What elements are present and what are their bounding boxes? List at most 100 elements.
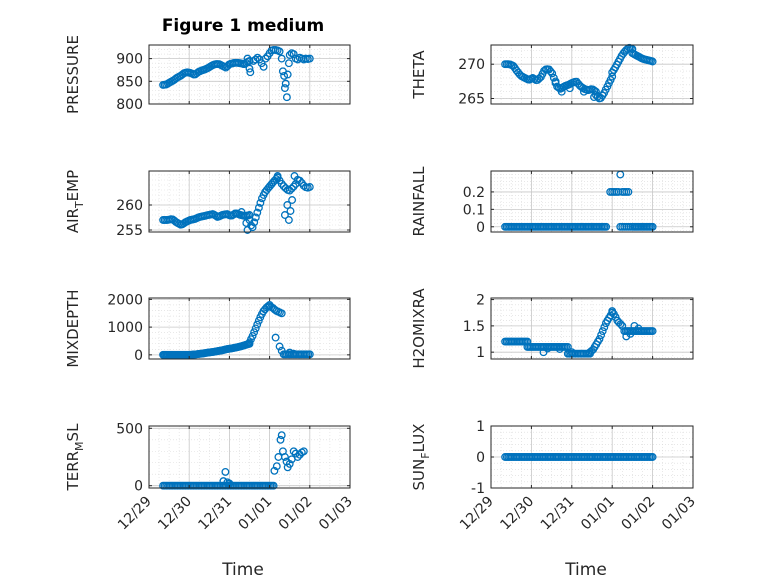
- data-point: [281, 79, 290, 88]
- panel-air-temp: 255 260 AIRTEMP: [64, 170, 351, 239]
- data-point: [305, 54, 314, 63]
- data-point: [277, 54, 286, 63]
- y-tick-label: 0: [476, 450, 485, 466]
- y-axis-label-rest: SL: [64, 423, 82, 442]
- data-point: [261, 54, 270, 63]
- y-tick-label: 1.5: [463, 319, 485, 335]
- data-point: [567, 348, 576, 357]
- data-point: [284, 59, 293, 68]
- y-tick-label: 0.1: [463, 202, 485, 218]
- data-point: [246, 68, 255, 77]
- data-point: [277, 309, 286, 318]
- data-point: [280, 211, 289, 219]
- x-axis-label-right: Time: [564, 560, 607, 580]
- data-point: [626, 329, 635, 338]
- axes-box: [148, 297, 351, 360]
- figure-title: Figure 1 medium: [162, 16, 324, 36]
- data-point: [275, 342, 284, 351]
- axes-box: [490, 297, 694, 360]
- data-point: [280, 84, 289, 93]
- y-axis-label-subscript: T: [73, 201, 86, 209]
- y-axis-label-subscript: F: [419, 452, 432, 458]
- data-point: [254, 203, 263, 212]
- data-point: [283, 70, 292, 79]
- data-point: [286, 207, 295, 215]
- y-axis-label: SUNFLUX: [410, 424, 432, 491]
- data-point: [282, 93, 291, 102]
- data-point: [253, 208, 262, 217]
- y-axis-label: MIXDEPTH: [64, 289, 82, 367]
- y-tick-label: 270: [458, 57, 485, 73]
- data-point: [600, 323, 609, 332]
- y-tick-label: 1000: [107, 320, 143, 336]
- axes-box: [490, 170, 694, 233]
- data-point: [251, 55, 260, 64]
- data-point: [285, 186, 294, 195]
- data-point: [597, 331, 606, 340]
- data-point: [648, 57, 657, 66]
- data-point: [245, 64, 254, 73]
- data-point: [602, 222, 611, 231]
- panel-pressure: 800 850 900 PRESSURE: [64, 35, 351, 114]
- data-point: [250, 328, 259, 337]
- y-axis-label-subscript: M: [73, 441, 86, 451]
- data-point: [251, 324, 260, 333]
- data-point: [626, 222, 635, 231]
- data-point: [555, 345, 564, 353]
- y-tick-label: 850: [116, 74, 143, 90]
- axes-box: [148, 425, 351, 489]
- panel-theta: 265 270 THETA: [410, 43, 694, 108]
- axes-box: [148, 170, 351, 233]
- data-point: [289, 447, 298, 456]
- data-point: [280, 71, 289, 80]
- data-point: [618, 321, 627, 330]
- data-point: [624, 187, 633, 196]
- y-tick-label: 2000: [107, 292, 143, 308]
- y-axis-label-rest: LUX: [410, 424, 428, 453]
- data-point: [634, 324, 643, 333]
- data-point: [305, 183, 314, 191]
- y-tick-label: 900: [116, 52, 143, 68]
- data-point: [253, 320, 262, 329]
- y-tick-label: 255: [116, 223, 143, 239]
- data-point: [272, 462, 281, 471]
- y-axis-label: RAINFALL: [410, 166, 428, 237]
- data-point: [290, 172, 299, 180]
- y-tick-label: 1: [476, 345, 485, 361]
- y-tick-label: 0: [476, 220, 485, 236]
- data-point: [250, 218, 259, 227]
- data-point: [277, 179, 286, 188]
- data-point: [288, 196, 297, 204]
- data-point: [277, 346, 286, 355]
- y-axis-label-rest: EMP: [64, 170, 82, 201]
- data-point: [293, 453, 302, 461]
- data-point: [551, 77, 560, 86]
- data-point: [557, 87, 566, 96]
- data-point: [287, 184, 296, 193]
- data-point: [259, 62, 268, 71]
- data-point: [253, 53, 262, 62]
- panel-rainfall: 0 0.10.2 RAINFALL: [410, 166, 694, 237]
- data-point: [616, 320, 625, 329]
- y-axis-label: THETA: [410, 50, 428, 100]
- data-point: [271, 333, 280, 342]
- data-point: [590, 93, 598, 102]
- data-point: [285, 459, 294, 468]
- y-axis-label-base: SUN: [410, 459, 428, 491]
- y-tick-label: 265: [458, 92, 485, 108]
- axes-box: [148, 44, 351, 105]
- data-point: [546, 67, 555, 76]
- data-point: [237, 208, 246, 216]
- y-tick-label: 800: [116, 97, 143, 113]
- data-point: [648, 453, 657, 461]
- y-axis-label: TERRMSL: [64, 423, 86, 492]
- data-point: [548, 69, 557, 78]
- y-tick-label: 1: [476, 419, 485, 435]
- data-point: [251, 213, 260, 222]
- data-point: [565, 84, 574, 93]
- data-point: [285, 348, 294, 357]
- y-tick-label: 260: [116, 198, 143, 214]
- data-point: [283, 201, 292, 209]
